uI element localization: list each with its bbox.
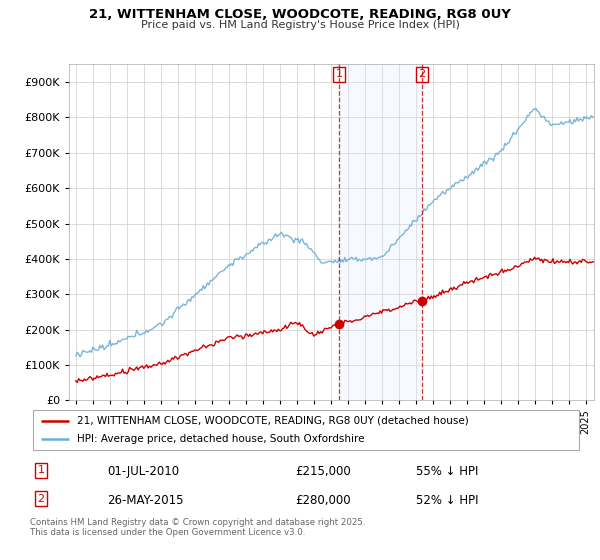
Text: 1: 1	[38, 465, 44, 475]
Text: HPI: Average price, detached house, South Oxfordshire: HPI: Average price, detached house, Sout…	[77, 434, 364, 444]
Text: Contains HM Land Registry data © Crown copyright and database right 2025.
This d: Contains HM Land Registry data © Crown c…	[30, 518, 365, 538]
Text: £215,000: £215,000	[295, 465, 351, 478]
Text: 2: 2	[418, 69, 425, 80]
Text: 52% ↓ HPI: 52% ↓ HPI	[416, 493, 479, 507]
Bar	[339, 64, 422, 400]
Text: 1: 1	[335, 69, 343, 80]
Text: 26-MAY-2015: 26-MAY-2015	[107, 493, 184, 507]
Text: 21, WITTENHAM CLOSE, WOODCOTE, READING, RG8 0UY: 21, WITTENHAM CLOSE, WOODCOTE, READING, …	[89, 8, 511, 21]
Text: Price paid vs. HM Land Registry's House Price Index (HPI): Price paid vs. HM Land Registry's House …	[140, 20, 460, 30]
Text: 2: 2	[37, 493, 44, 503]
Text: £280,000: £280,000	[295, 493, 350, 507]
FancyBboxPatch shape	[33, 410, 579, 450]
Text: 21, WITTENHAM CLOSE, WOODCOTE, READING, RG8 0UY (detached house): 21, WITTENHAM CLOSE, WOODCOTE, READING, …	[77, 416, 469, 426]
Text: 55% ↓ HPI: 55% ↓ HPI	[416, 465, 479, 478]
Text: 01-JUL-2010: 01-JUL-2010	[107, 465, 179, 478]
